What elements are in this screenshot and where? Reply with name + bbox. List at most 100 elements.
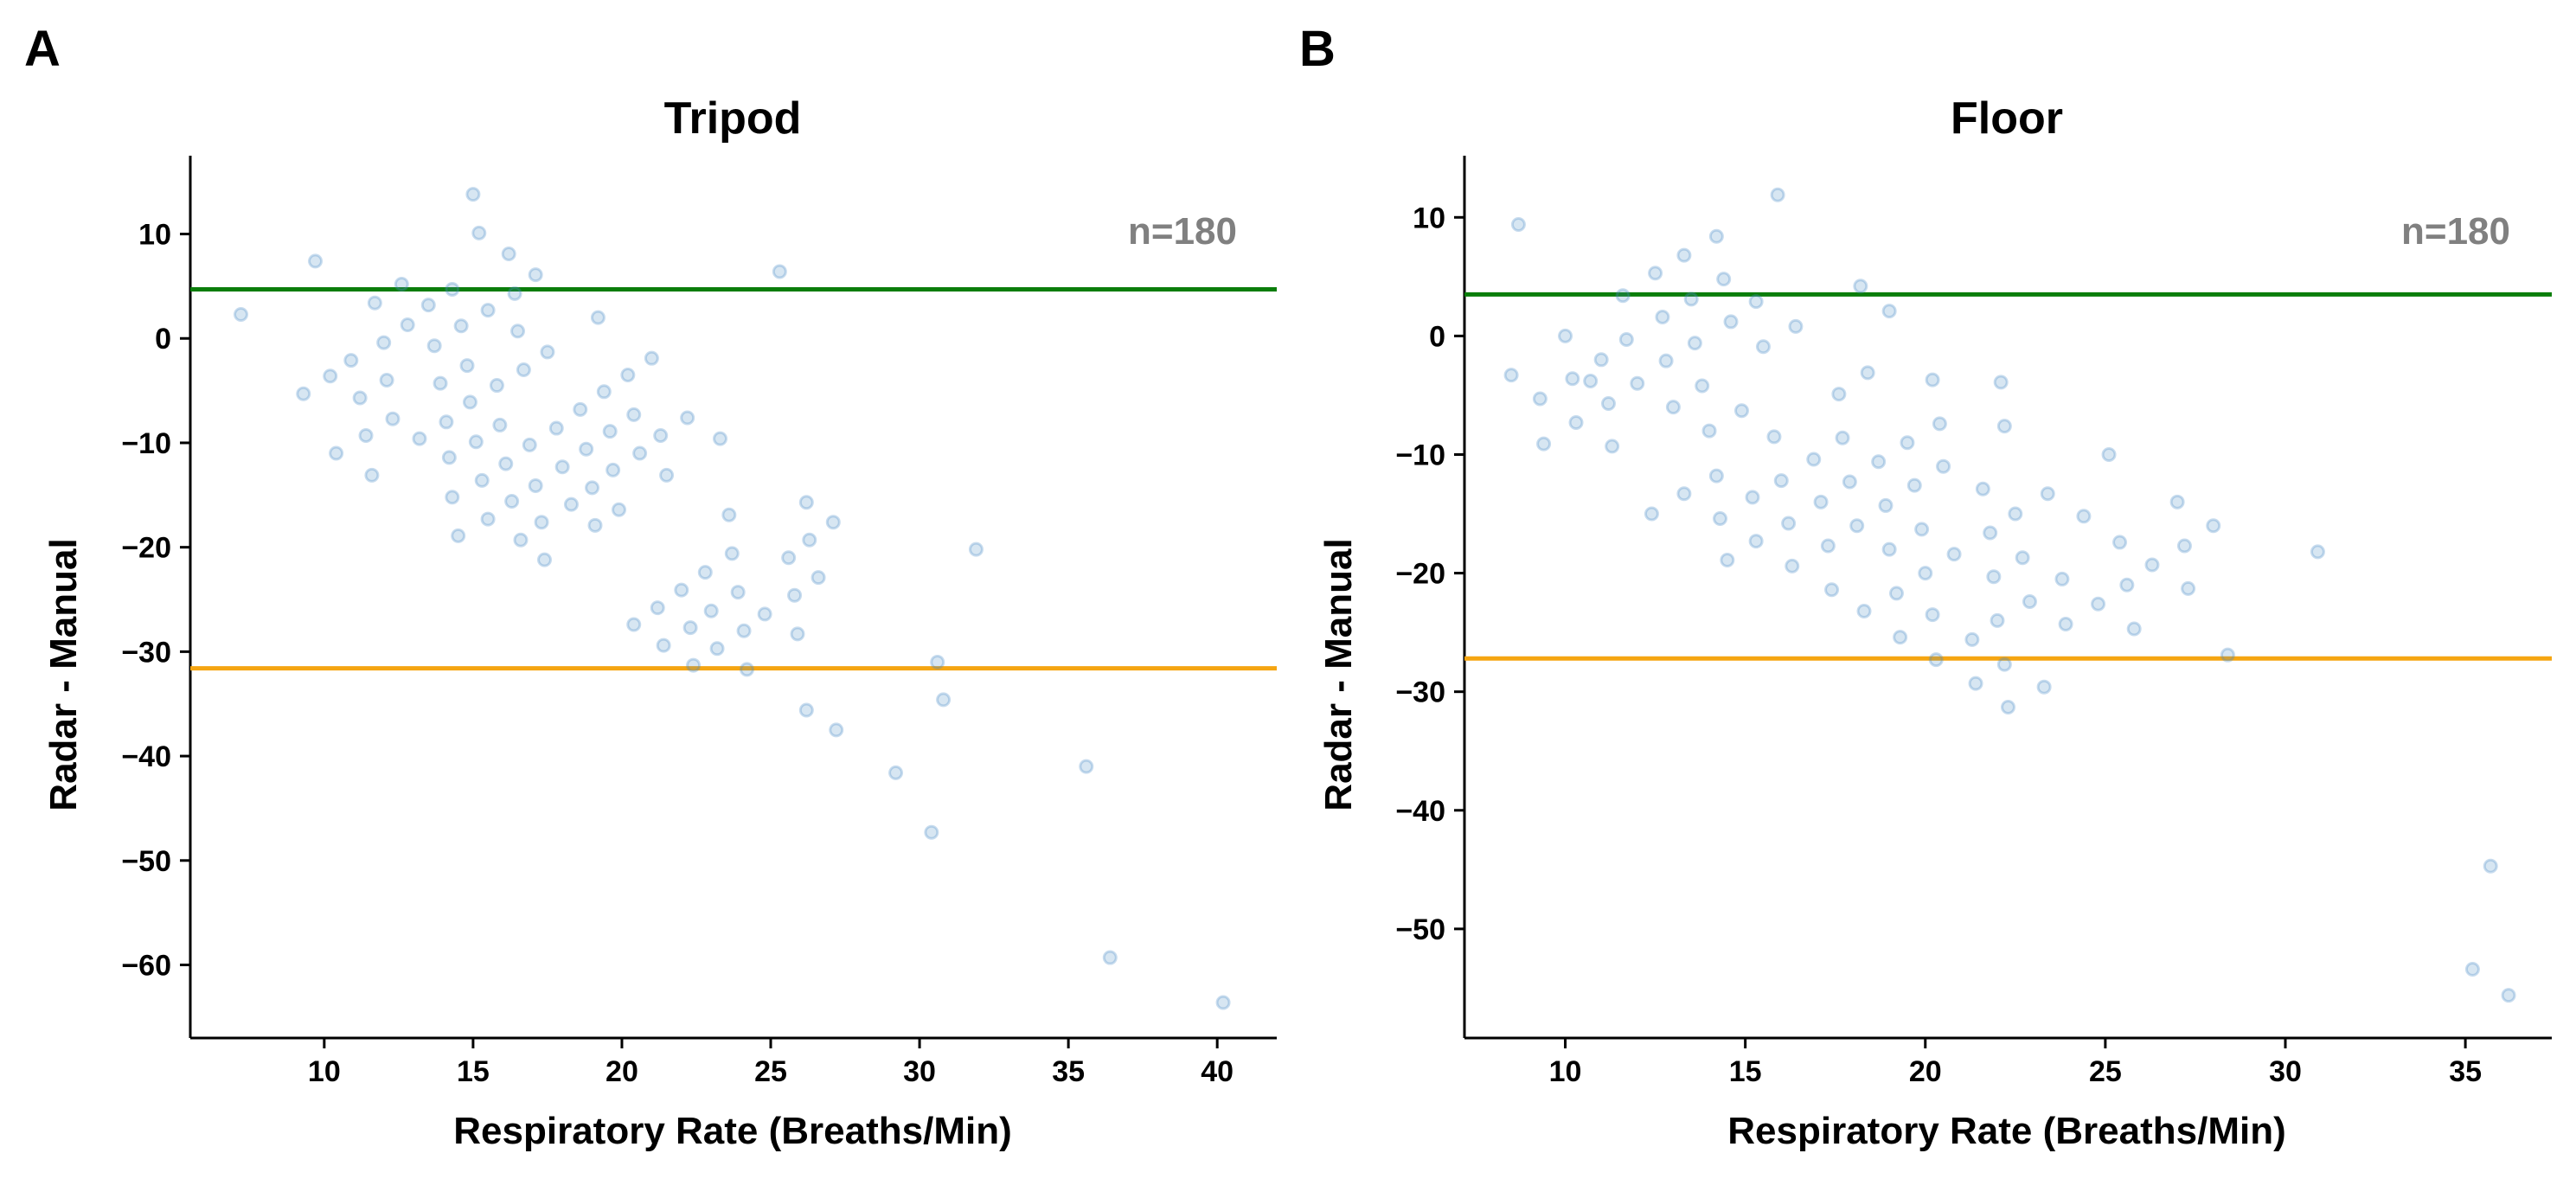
- data-point: [2054, 571, 2070, 586]
- data-point: [441, 450, 457, 465]
- data-point: [1558, 328, 1573, 343]
- x-tick-label: 25: [2089, 1055, 2122, 1088]
- data-point: [1842, 474, 1857, 490]
- data-point: [433, 375, 448, 391]
- chart-title: Floor: [1951, 93, 2063, 144]
- panel-letter: A: [24, 21, 61, 77]
- data-point: [379, 373, 394, 388]
- data-point: [548, 420, 564, 436]
- data-point: [1853, 279, 1868, 294]
- x-tick-label: 30: [903, 1055, 936, 1088]
- data-point: [2176, 538, 2192, 554]
- data-point: [516, 362, 531, 377]
- data-point: [626, 407, 642, 422]
- data-point: [343, 353, 359, 368]
- x-tick-label: 40: [1201, 1055, 1234, 1088]
- data-point: [1748, 294, 1764, 310]
- x-tick-label: 35: [1052, 1055, 1085, 1088]
- data-point: [1925, 607, 1940, 623]
- data-point: [2464, 961, 2480, 977]
- data-point: [358, 428, 374, 444]
- data-point: [1946, 547, 1962, 562]
- data-point: [1893, 630, 1908, 645]
- data-point: [563, 497, 579, 512]
- data-point: [507, 285, 522, 301]
- plot-area: 10 15 20 25 30 35 40 10 0 −10 −20 −30 −40 −50 −60: [121, 156, 1277, 1088]
- data-point: [489, 378, 504, 394]
- data-point: [1615, 288, 1631, 304]
- data-point: [2144, 557, 2160, 573]
- data-point: [492, 417, 508, 433]
- data-point: [1918, 566, 1933, 581]
- data-point: [703, 603, 719, 618]
- y-tick-label: −40: [1395, 795, 1445, 828]
- data-point: [1665, 400, 1681, 415]
- data-point: [573, 401, 588, 417]
- data-point: [1925, 372, 1940, 388]
- data-point: [781, 550, 797, 566]
- data-point: [513, 532, 529, 548]
- data-point: [2169, 494, 2185, 509]
- data-point: [1568, 414, 1584, 430]
- data-point: [471, 225, 487, 240]
- data-point: [1713, 511, 1728, 527]
- data-point: [2015, 550, 2030, 566]
- y-axis-label: Radar - Manual: [1317, 538, 1360, 811]
- x-tick-label: 35: [2449, 1055, 2482, 1088]
- data-point: [296, 386, 311, 401]
- data-point: [2126, 621, 2142, 637]
- sample-size-annotation: n=180: [1128, 210, 1237, 253]
- panel-b: B Floor 10 15 20 25 30 35 10 0 −10 −20 −30 −40 −50 n…: [1299, 21, 2552, 1152]
- data-point: [376, 335, 392, 350]
- data-point: [626, 617, 642, 632]
- y-tick-label: −20: [1395, 558, 1445, 591]
- data-point: [1618, 332, 1634, 347]
- data-point: [1888, 586, 1904, 601]
- data-point: [1503, 368, 1519, 383]
- data-point: [1806, 452, 1822, 467]
- y-axis-label: Radar - Manual: [42, 538, 85, 811]
- data-point: [790, 626, 805, 642]
- data-point: [2501, 988, 2516, 1003]
- data-point: [936, 692, 952, 708]
- data-point: [1605, 439, 1620, 454]
- y-tick-label: 0: [1429, 320, 1445, 353]
- data-point: [426, 338, 442, 354]
- data-point: [2076, 509, 2092, 524]
- y-tick-label: −60: [121, 950, 171, 983]
- data-point: [644, 350, 659, 366]
- data-point: [930, 654, 945, 670]
- data-point: [528, 477, 543, 493]
- data-point: [536, 552, 552, 567]
- data-point: [2091, 596, 2106, 612]
- x-axis-label: Respiratory Rate (Breaths/Min): [1727, 1110, 2285, 1152]
- data-point: [1914, 522, 1930, 537]
- x-tick-label: 30: [2269, 1055, 2302, 1088]
- data-point: [367, 295, 382, 311]
- data-point: [364, 467, 380, 483]
- y-tick-label: −10: [121, 427, 171, 460]
- data-point: [924, 824, 939, 840]
- data-point: [445, 490, 460, 505]
- data-point: [612, 502, 627, 517]
- data-point: [1928, 652, 1944, 668]
- y-tick-label: 10: [138, 219, 171, 252]
- data-point: [2022, 593, 2037, 609]
- data-point: [2220, 647, 2235, 663]
- data-point: [802, 532, 817, 548]
- data-point: [1755, 339, 1771, 355]
- data-point: [1102, 950, 1118, 965]
- data-point: [1878, 497, 1894, 513]
- data-point: [420, 298, 436, 313]
- data-point: [453, 318, 469, 334]
- data-point: [445, 282, 460, 298]
- data-point: [798, 495, 814, 510]
- data-point: [656, 638, 671, 653]
- data-point: [1983, 525, 1998, 541]
- data-point: [1975, 481, 1990, 497]
- data-point: [1906, 477, 1922, 493]
- data-point: [659, 467, 675, 483]
- data-point: [1676, 486, 1692, 502]
- data-point: [501, 246, 516, 261]
- data-point: [2101, 446, 2117, 462]
